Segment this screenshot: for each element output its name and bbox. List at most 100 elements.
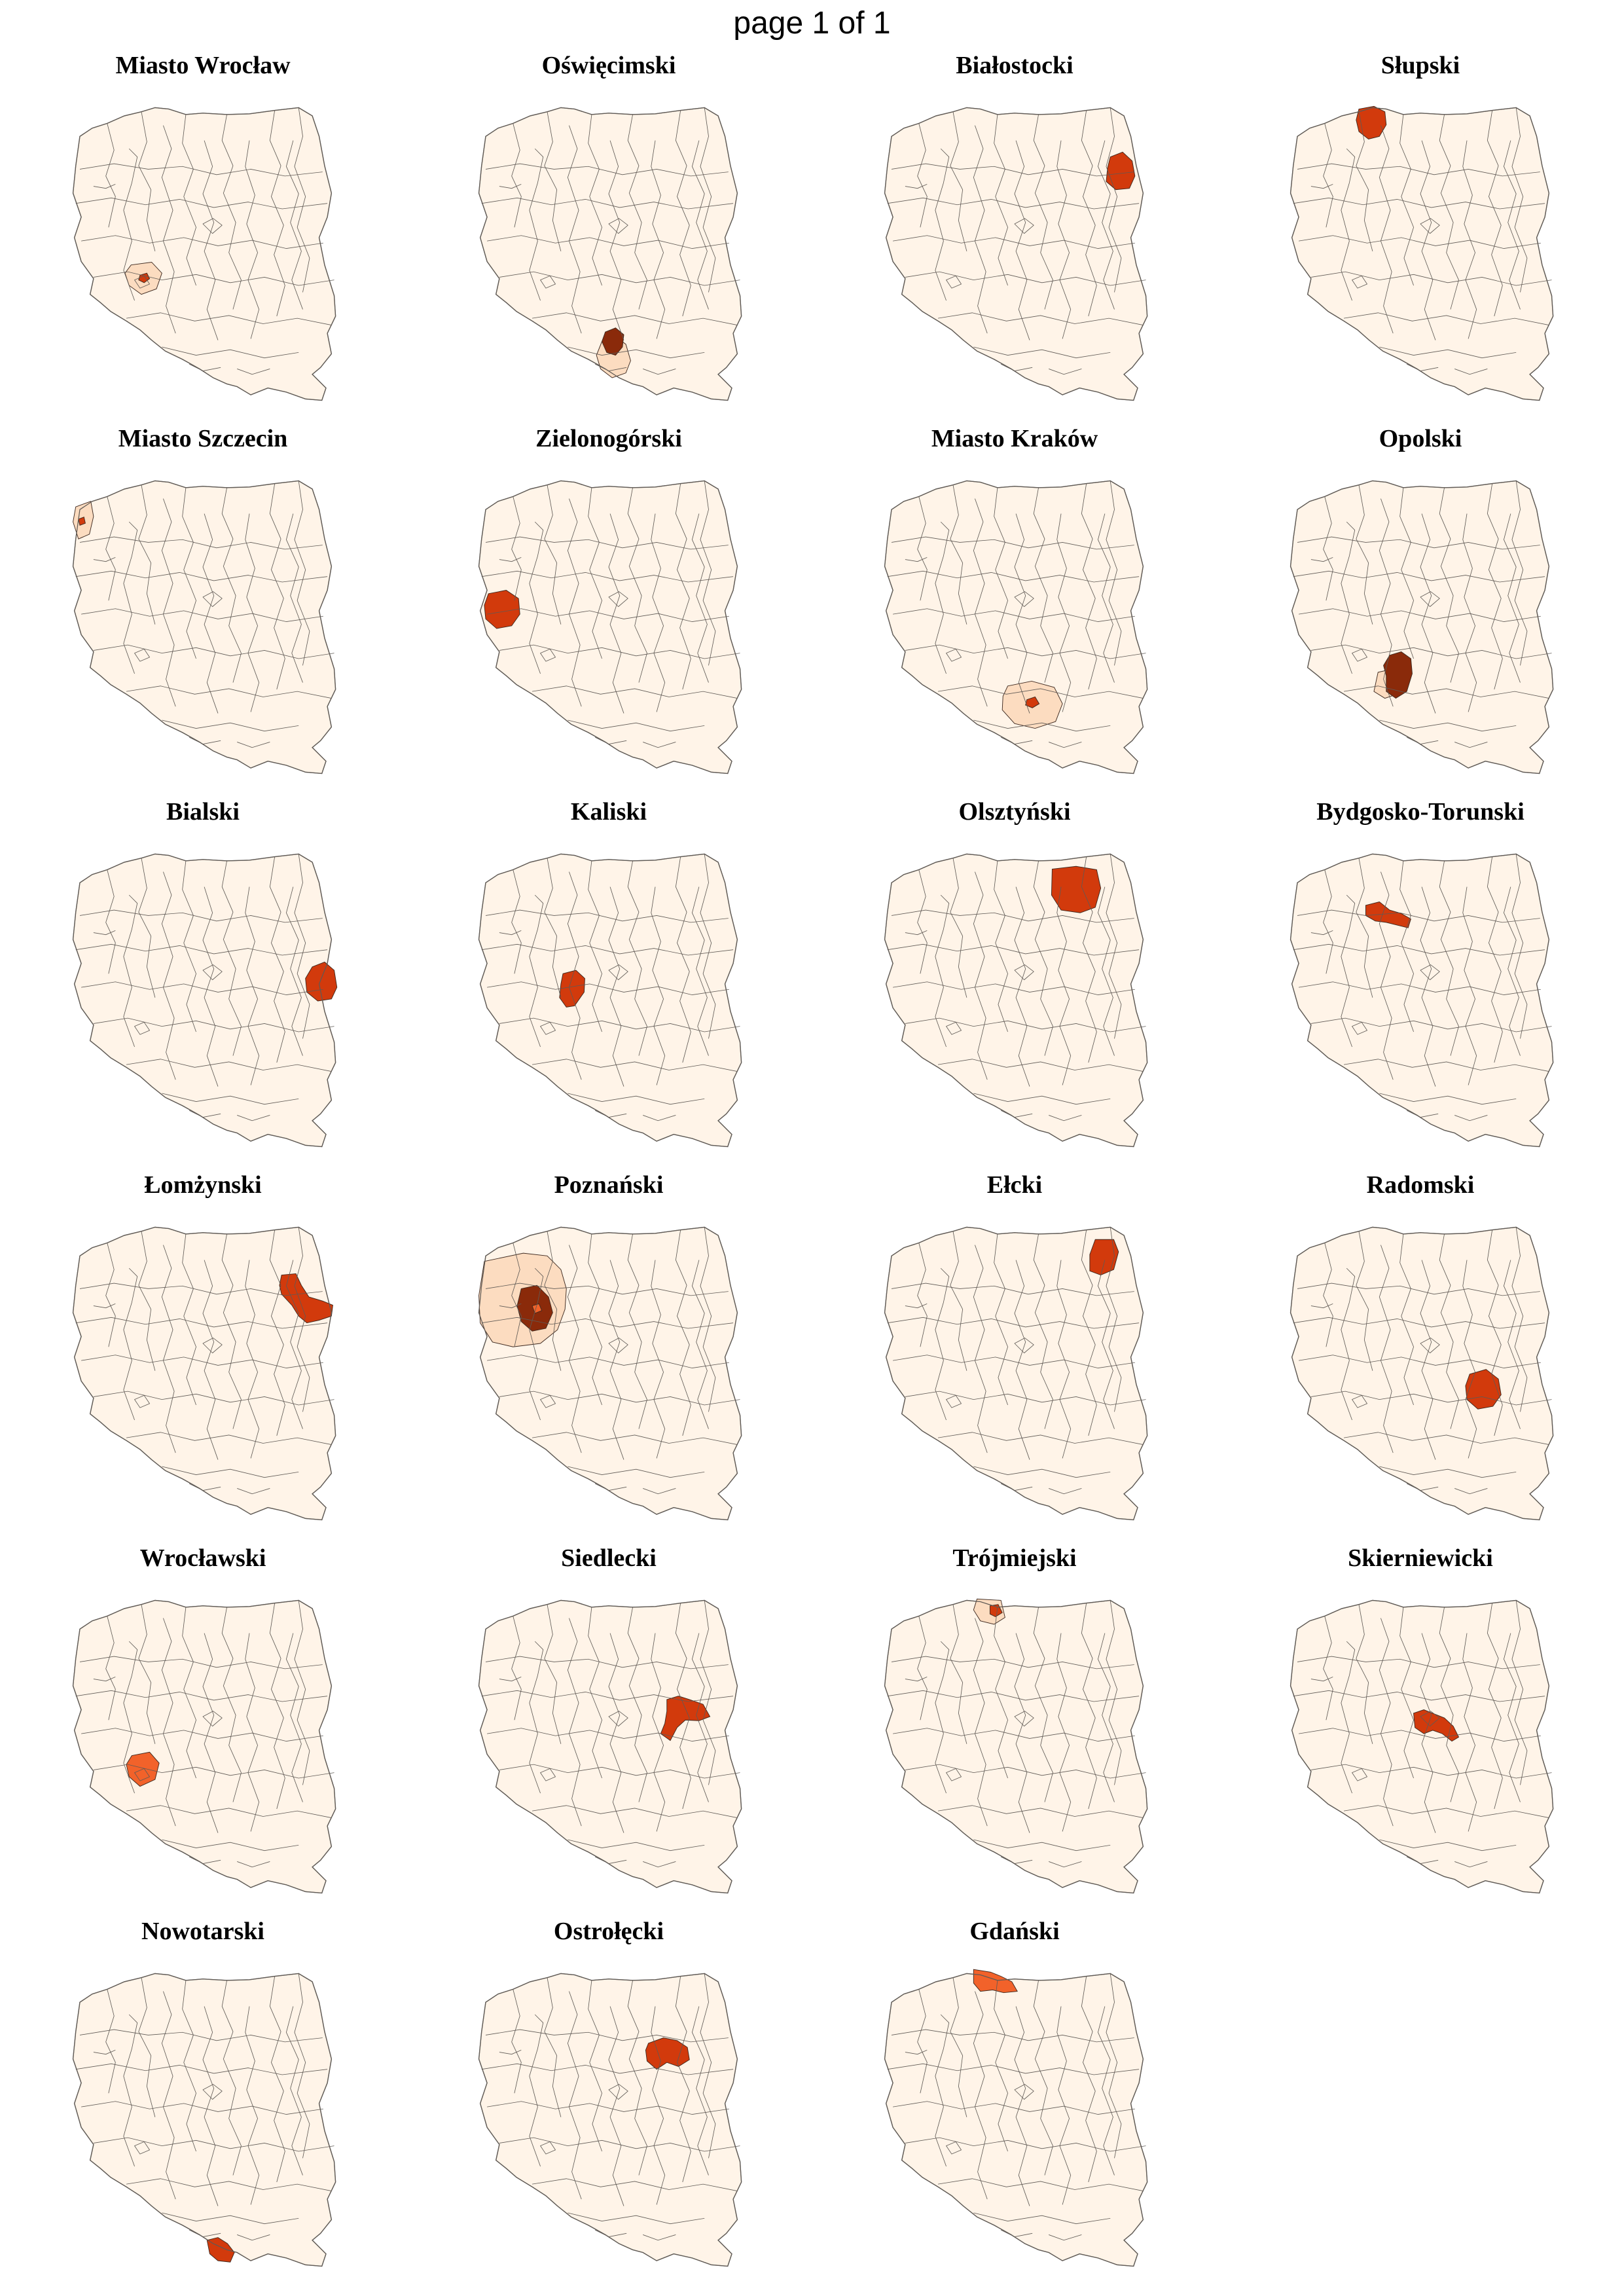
poland-map [884, 1969, 1148, 2267]
highlight-trojmiasto [989, 1604, 1003, 1618]
subregion-border [1014, 140, 1030, 340]
map-panel-zielonogorski: Zielonogórski [406, 420, 812, 793]
country-border [1290, 853, 1554, 1148]
panel-title: Miasto Wrocław [115, 52, 291, 79]
subregion-border [81, 2101, 323, 2115]
subregion-border [202, 1260, 219, 1460]
subregion-border [1356, 111, 1373, 251]
subregion-border [1297, 1283, 1540, 1296]
subregion-border [937, 1432, 1144, 1445]
subregion-border [105, 1616, 116, 1721]
subregion-border [692, 2006, 709, 2176]
subregion-border [1487, 1603, 1503, 1810]
subregion-border [643, 742, 676, 748]
subregion-border [568, 346, 705, 359]
subregion-border [1323, 1616, 1333, 1721]
subregion-border [567, 1991, 582, 2200]
subregion-border [269, 1976, 285, 2183]
subregion-border [1033, 1607, 1053, 1802]
subregion-border [221, 487, 242, 683]
subregion-border [627, 860, 647, 1056]
country-border [1290, 1226, 1554, 1521]
subregion-border [221, 1607, 242, 1802]
subregion-border [123, 148, 138, 301]
subregion-border [294, 481, 310, 666]
subregion-border [1293, 1690, 1545, 1702]
country-border [72, 853, 336, 1148]
subregion-border [1379, 720, 1517, 732]
subregion-borders [75, 1227, 334, 1495]
subregion-border [126, 1432, 332, 1445]
subregion-border [1014, 1338, 1034, 1354]
country-outline [1290, 1599, 1554, 1894]
subregion-border [1352, 1768, 1367, 1781]
map-panel-bydgosko-torunski: Bydgosko-Torunski [1218, 793, 1623, 1167]
subregion-borders [75, 1600, 334, 1868]
subregion-border [692, 140, 709, 310]
subregion-border [1420, 1633, 1436, 1833]
country-outline [1290, 853, 1554, 1148]
subregion-border [1379, 871, 1394, 1080]
subregion-border [675, 483, 691, 690]
panel-title: Bydgosko-Torunski [1316, 798, 1525, 826]
subregion-border [946, 275, 962, 289]
subregion-border [973, 1093, 1111, 1105]
subregion-border [946, 1021, 962, 1035]
subregion-border [75, 1690, 328, 1702]
subregion-border [79, 909, 323, 923]
subregion-border [692, 513, 709, 683]
subregion-border [294, 1973, 310, 2159]
subregion-borders [887, 107, 1146, 375]
subregion-border [1343, 312, 1549, 325]
subregion-border [608, 1711, 628, 1727]
subregion-border [937, 2178, 1144, 2191]
poland-map [72, 853, 338, 1148]
subregion-borders [481, 1973, 740, 2241]
subregion-border [540, 275, 556, 289]
subregion-border [1341, 1641, 1356, 1794]
subregion-border [946, 648, 962, 662]
subregion-border [643, 2234, 676, 2241]
subregion-border [1341, 148, 1356, 301]
subregion-border [675, 110, 691, 317]
subregion-border [182, 114, 196, 286]
subregion-border [182, 487, 196, 659]
subregion-border [692, 886, 709, 1056]
subregion-border [1511, 854, 1528, 1039]
subregion-border [511, 1616, 522, 1721]
subregion-border [79, 536, 323, 550]
subregion-border [237, 369, 270, 375]
subregion-border [481, 2063, 734, 2075]
subregion-border [973, 1839, 1111, 1851]
subregion-border [1098, 513, 1115, 683]
subregion-border [286, 2006, 303, 2176]
subregion-border [1356, 858, 1373, 998]
subregion-border [81, 608, 323, 623]
subregion-border [286, 886, 303, 1056]
subregion-border [1297, 1656, 1540, 1669]
subregion-border [93, 1677, 116, 1682]
country-border [72, 480, 336, 774]
poland-map [1290, 1599, 1554, 1894]
poland-map [478, 1973, 742, 2267]
subregion-border [946, 2141, 962, 2155]
subregion-borders [481, 1227, 740, 1495]
subregion-border [1439, 487, 1459, 683]
subregion-border [1454, 1115, 1488, 1121]
country-border [72, 1973, 336, 2267]
subregion-border [893, 2101, 1135, 2115]
subregion-border [1420, 140, 1436, 340]
subregion-border [162, 720, 299, 732]
subregion-border [1323, 869, 1333, 974]
subregion-border [917, 1616, 928, 1721]
poland-map [884, 1598, 1148, 1894]
subregion-border [75, 2063, 328, 2075]
subregion-border [950, 858, 967, 998]
subregion-border [485, 2029, 729, 2043]
subregion-border [481, 943, 734, 956]
subregion-border [161, 498, 176, 707]
subregion-border [532, 2178, 738, 2191]
highlight-szczecin-city [78, 517, 86, 526]
subregion-border [946, 1768, 962, 1781]
panel-title: Oświęcimski [541, 52, 676, 79]
